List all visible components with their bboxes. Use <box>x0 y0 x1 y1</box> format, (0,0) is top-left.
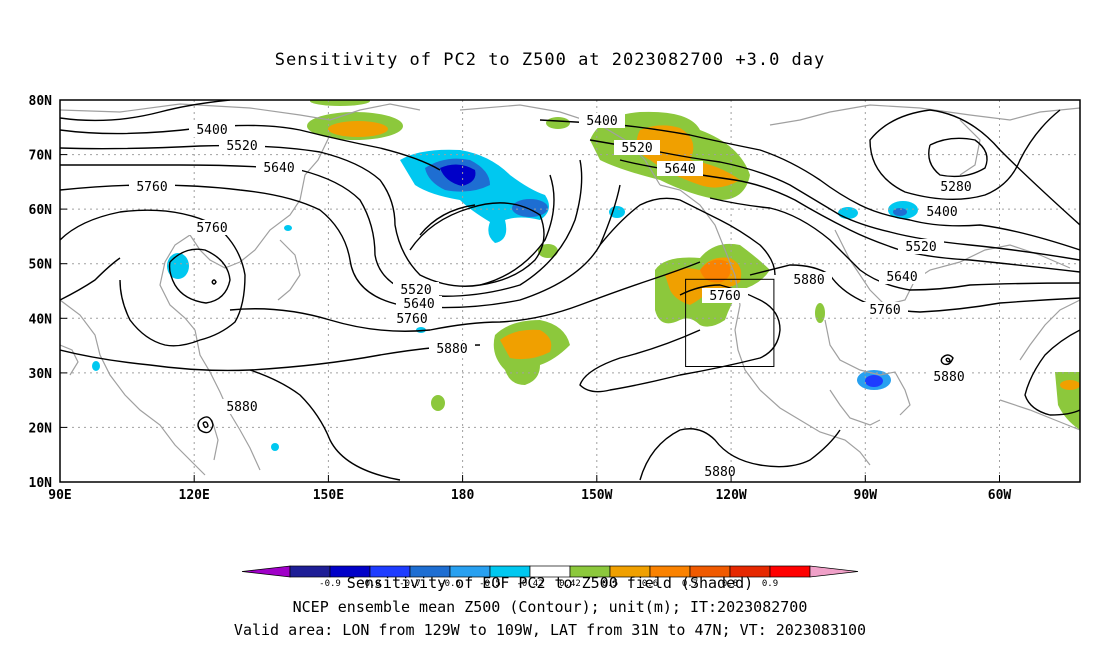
contour-label: 5880 <box>436 342 467 357</box>
lon-label: 120E <box>179 488 210 503</box>
valid-area-box <box>685 278 775 367</box>
lon-label: 150W <box>581 488 612 503</box>
lat-label: 20N <box>29 421 53 436</box>
colorbar-tick-label: -0.6 <box>439 579 461 589</box>
lon-label: 60W <box>988 488 1012 503</box>
contour-label: 5760 <box>136 180 167 195</box>
lat-label: 70N <box>29 149 53 164</box>
lon-label: 120W <box>715 488 746 503</box>
lon-label: 90E <box>48 488 71 503</box>
z500-contours <box>60 100 1080 481</box>
grid-lines <box>60 100 1080 482</box>
colorbar-tick-label: 0.5 <box>602 579 618 589</box>
contour-label: 5640 <box>886 270 917 285</box>
lat-label: 60N <box>29 203 53 218</box>
contour-label: 5760 <box>709 289 740 304</box>
caption-shading: Sensitivity of EOF PC2 to Z500 field (Sh… <box>346 574 754 592</box>
colorbar-tick-label: -0.7 <box>399 579 421 589</box>
caption-contour: NCEP ensemble mean Z500 (Contour); unit(… <box>292 598 808 616</box>
tick-marks <box>60 99 1000 482</box>
colorbar-tick-label: 0.8 <box>722 579 738 589</box>
contour-label: 5400 <box>926 205 957 220</box>
contour-label: 5400 <box>196 123 227 138</box>
contour-label: 5880 <box>704 465 735 480</box>
contour-label: 5520 <box>905 240 936 255</box>
colorbar: -0.9 -0.8 -0.7 -0.6 -0.5 -0.42 0.42 0.5 0.6 0.7 0.… <box>241 565 859 589</box>
contour-label: 5760 <box>396 312 427 327</box>
contour-label: 5880 <box>933 370 964 385</box>
contour-label: 5520 <box>400 283 431 298</box>
contour-label: 5640 <box>263 161 294 176</box>
lat-label: 30N <box>29 367 53 382</box>
contour-label: 5880 <box>793 273 824 288</box>
coastlines <box>60 103 1080 476</box>
colorbar-tick-label: 0.7 <box>682 579 698 589</box>
contour-label: 5640 <box>403 297 434 312</box>
colorbar-tick-label: -0.5 <box>479 579 501 589</box>
colorbar-tick-label: 0.6 <box>642 579 658 589</box>
plot-frame <box>59 99 1081 483</box>
lon-label: 180 <box>451 488 475 503</box>
longitude-labels: 90E 120E 150E 180 150W 120W 90W 60W <box>48 488 1011 503</box>
caption-valid-area: Valid area: LON from 129W to 109W, LAT f… <box>233 621 867 639</box>
lat-label: 50N <box>29 258 53 273</box>
contour-label: 5640 <box>664 162 695 177</box>
contour-label: 5400 <box>586 114 617 129</box>
colorbar-tick-label: 0.9 <box>762 579 778 589</box>
map-title: Sensitivity of PC2 to Z500 at 2023082700… <box>274 50 826 70</box>
latitude-labels: 80N 70N 60N 50N 40N 30N 20N 10N <box>29 94 53 491</box>
contour-label-group: 5400 5520 5640 5760 5760 5520 5640 5760 … <box>129 113 979 480</box>
colorbar-max-arrow <box>809 565 859 578</box>
colorbar-tick-label: 0.42 <box>559 579 581 589</box>
contour-label: 5520 <box>226 139 257 154</box>
contour-label: 5520 <box>621 141 652 156</box>
contour-label: 5760 <box>196 221 227 236</box>
colorbar-tick-label: -0.9 <box>319 579 341 589</box>
contour-label: 5760 <box>869 303 900 318</box>
lat-label: 10N <box>29 476 53 491</box>
lon-label: 150E <box>313 488 344 503</box>
lon-label: 90W <box>854 488 878 503</box>
colorbar-tick-label: -0.42 <box>516 579 543 589</box>
contour-label: 5280 <box>940 180 971 195</box>
negative-sensitivity <box>92 149 918 451</box>
lat-label: 40N <box>29 312 53 327</box>
lat-label: 80N <box>29 94 53 109</box>
contour-label: 5880 <box>226 400 257 415</box>
colorbar-tick-label: -0.8 <box>359 579 381 589</box>
